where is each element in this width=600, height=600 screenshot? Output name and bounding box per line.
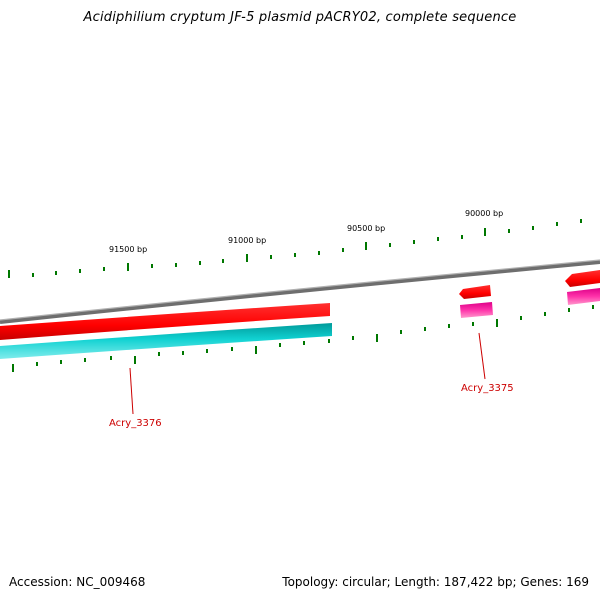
minor-tick: [328, 339, 330, 343]
minor-tick: [424, 327, 426, 331]
accession-text: Accession: NC_009468: [9, 575, 146, 589]
minor-tick: [532, 226, 534, 230]
minor-tick: [84, 358, 86, 362]
minor-tick: [110, 356, 112, 360]
gene-feature-forward-arrow[interactable]: [459, 285, 491, 299]
minor-tick: [556, 222, 558, 226]
minor-tick: [175, 263, 177, 267]
gene-feature-reverse[interactable]: [0, 323, 332, 359]
backbone-arc-highlight: [0, 259, 600, 321]
minor-tick: [400, 330, 402, 334]
major-tick: [255, 346, 257, 354]
minor-tick: [508, 229, 510, 233]
minor-tick: [199, 261, 201, 265]
minor-tick: [279, 343, 281, 347]
gene-label[interactable]: Acry_3376: [109, 418, 162, 429]
minor-tick: [342, 248, 344, 252]
minor-tick: [270, 255, 272, 259]
minor-tick: [520, 316, 522, 320]
map-title: Acidiphilium cryptum JF-5 plasmid pACRY0…: [83, 10, 517, 25]
major-tick: [134, 356, 136, 364]
topology-summary: Topology: circular; Length: 187,422 bp; …: [282, 575, 589, 589]
gene-feature-forward[interactable]: [0, 303, 330, 340]
minor-tick: [437, 237, 439, 241]
major-tick: [496, 319, 498, 327]
minor-tick: [413, 240, 415, 244]
minor-tick: [60, 360, 62, 364]
ruler-label: 91500 bp: [109, 245, 147, 254]
gene-feature-reverse[interactable]: [567, 288, 600, 305]
minor-tick: [222, 259, 224, 263]
minor-tick: [206, 349, 208, 353]
gene-feature-reverse[interactable]: [460, 302, 493, 318]
gene-label-leader: [129, 367, 134, 415]
minor-tick: [158, 352, 160, 356]
minor-tick: [36, 362, 38, 366]
minor-tick: [32, 273, 34, 277]
minor-tick: [580, 219, 582, 223]
major-tick: [8, 270, 10, 278]
minor-tick: [318, 251, 320, 255]
ruler-label: 91000 bp: [228, 236, 266, 245]
minor-tick: [472, 322, 474, 326]
gene-label-leader: [478, 332, 486, 380]
major-tick: [12, 364, 14, 372]
minor-tick: [544, 312, 546, 316]
minor-tick: [55, 271, 57, 275]
gene-label[interactable]: Acry_3375: [461, 383, 514, 394]
minor-tick: [231, 347, 233, 351]
minor-tick: [303, 341, 305, 345]
minor-tick: [352, 336, 354, 340]
inner-tick-ring: [12, 305, 594, 372]
backbone-arc: [0, 260, 600, 324]
outer-tick-ring: [8, 219, 582, 278]
minor-tick: [182, 351, 184, 355]
ruler-label: 90500 bp: [347, 224, 385, 233]
minor-tick: [389, 243, 391, 247]
major-tick: [127, 263, 129, 271]
minor-tick: [461, 235, 463, 239]
minor-tick: [592, 305, 594, 309]
minor-tick: [151, 264, 153, 268]
ruler-label: 90000 bp: [465, 209, 503, 218]
minor-tick: [568, 308, 570, 312]
minor-tick: [103, 267, 105, 271]
minor-tick: [79, 269, 81, 273]
major-tick: [246, 254, 248, 262]
major-tick: [484, 228, 486, 236]
major-tick: [365, 242, 367, 250]
minor-tick: [448, 324, 450, 328]
major-tick: [376, 334, 378, 342]
minor-tick: [294, 253, 296, 257]
gene-feature-forward[interactable]: [565, 270, 600, 287]
